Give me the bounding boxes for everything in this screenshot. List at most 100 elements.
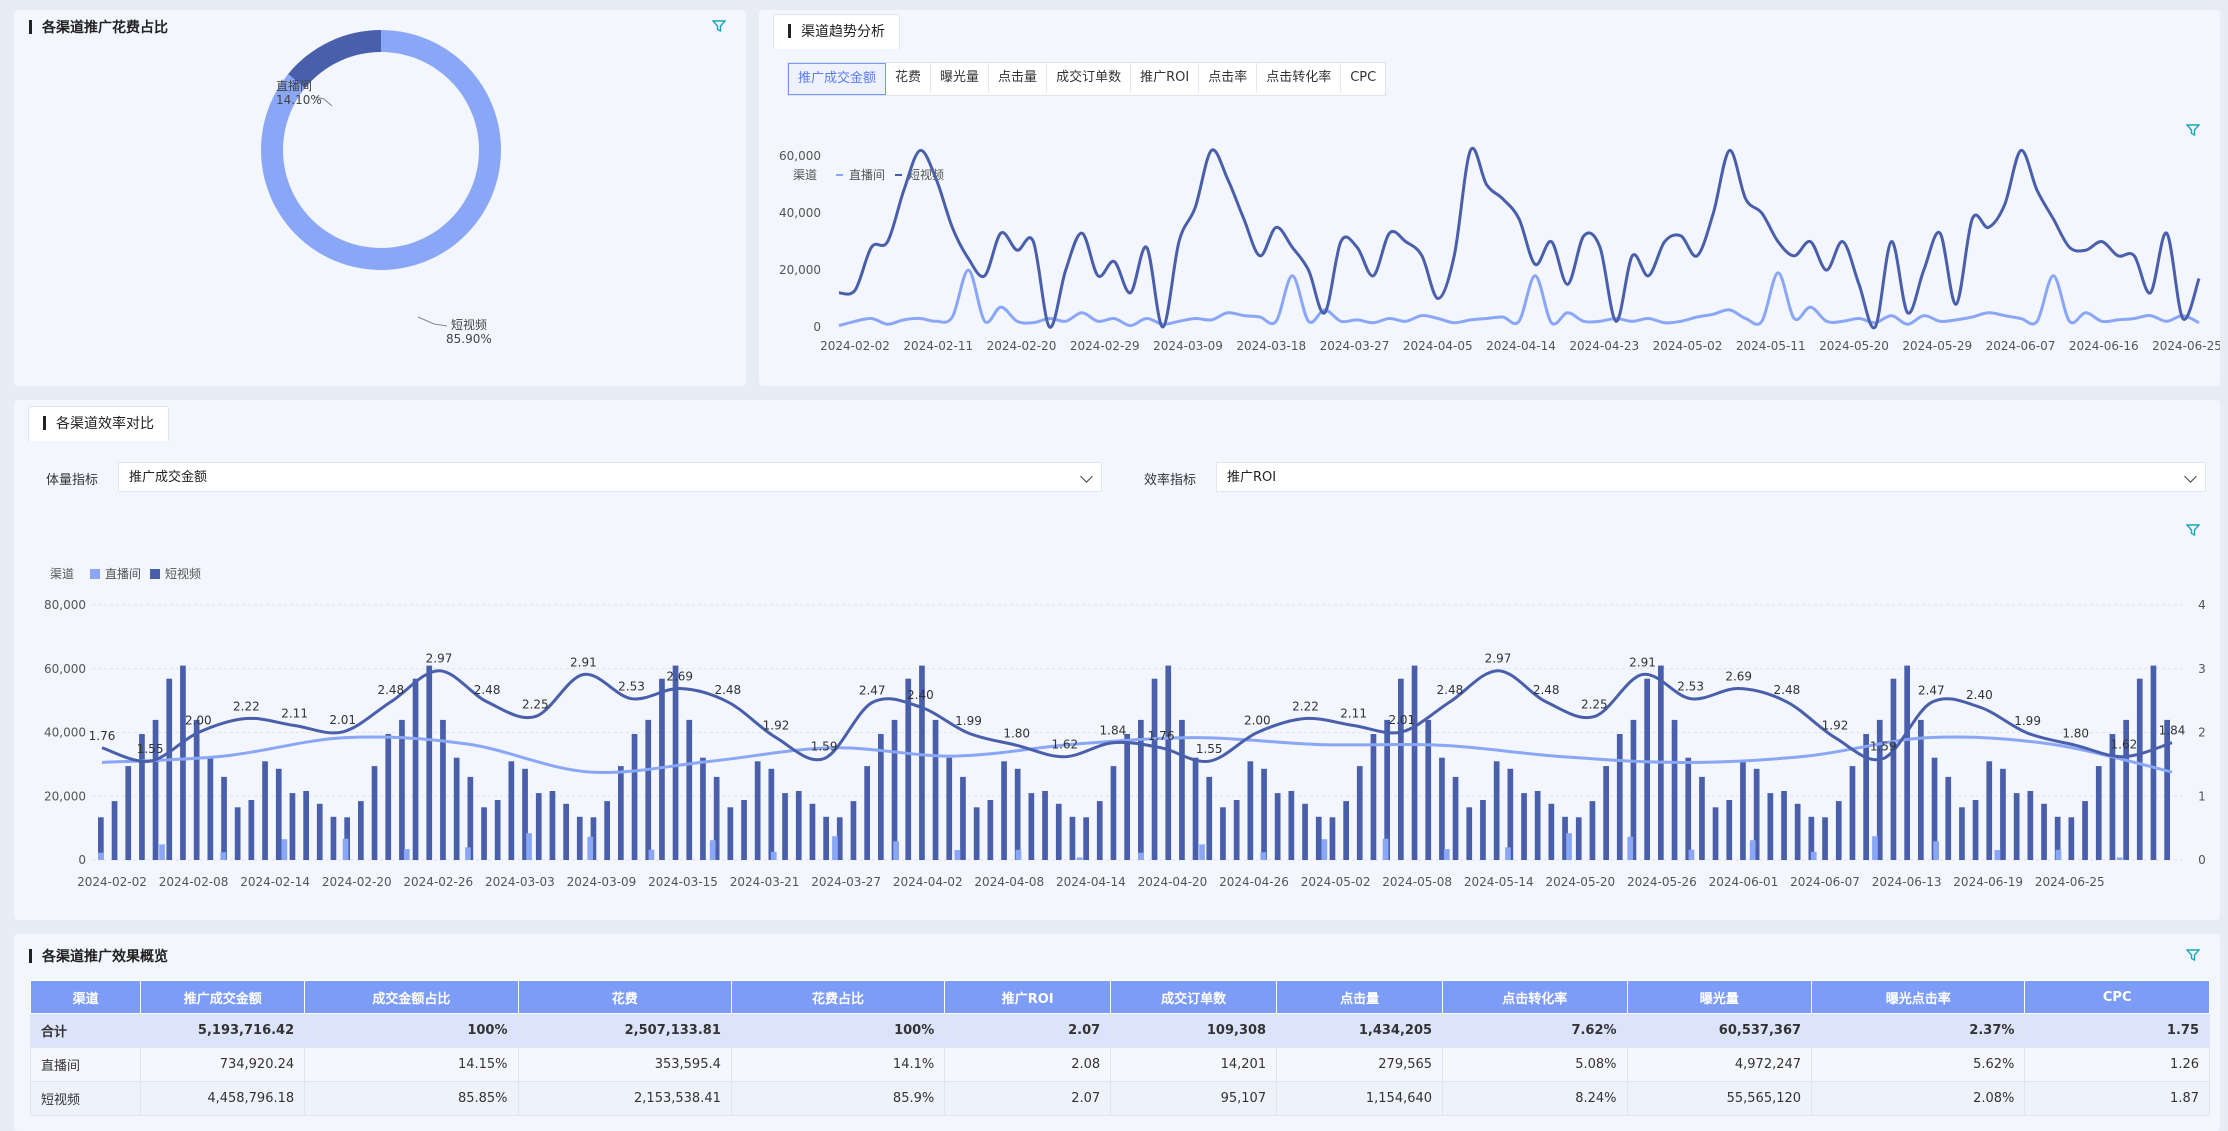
eff-bar-short[interactable] xyxy=(960,776,966,860)
eff-bar-short[interactable] xyxy=(1014,768,1021,860)
eff-bar-short[interactable] xyxy=(618,766,624,860)
table-header-cell[interactable]: 成交金额占比 xyxy=(304,980,519,1014)
eff-bar-short[interactable] xyxy=(1726,800,1733,860)
eff-bar-short[interactable] xyxy=(1521,793,1527,860)
eff-bar-short[interactable] xyxy=(1370,734,1377,860)
eff-bar-short[interactable] xyxy=(754,761,761,860)
eff-bar-short[interactable] xyxy=(2041,803,2047,860)
eff-bar-short[interactable] xyxy=(248,800,255,860)
eff-bar-live[interactable] xyxy=(1749,840,1756,860)
eff-bar-short[interactable] xyxy=(330,816,337,860)
eff-bar-short[interactable] xyxy=(2027,791,2034,860)
eff-bar-short[interactable] xyxy=(2013,793,2020,860)
eff-bar-short[interactable] xyxy=(2150,665,2157,860)
eff-bar-live[interactable] xyxy=(1688,849,1695,860)
eff-bar-short[interactable] xyxy=(1616,734,1623,860)
eff-bar-short[interactable] xyxy=(1904,665,1910,860)
eff-bar-short[interactable] xyxy=(2109,734,2116,860)
eff-bar-short[interactable] xyxy=(1562,816,1568,860)
eff-bar-short[interactable] xyxy=(2164,719,2170,860)
eff-bar-short[interactable] xyxy=(1302,803,1308,860)
eff-bar-live[interactable] xyxy=(1443,849,1450,860)
eff-bar-short[interactable] xyxy=(576,816,583,860)
eff-bar-short[interactable] xyxy=(275,768,282,860)
eff-bar-short[interactable] xyxy=(1548,803,1555,860)
eff-bar-short[interactable] xyxy=(426,665,433,860)
trend-tab[interactable]: 点击量 xyxy=(989,63,1048,93)
eff-bar-live[interactable] xyxy=(954,850,961,860)
eff-bar-short[interactable] xyxy=(604,801,610,860)
table-header-cell[interactable]: 点击转化率 xyxy=(1442,980,1628,1014)
eff-bar-short[interactable] xyxy=(1192,757,1199,860)
eff-bar-short[interactable] xyxy=(1630,719,1637,860)
eff-bar-short[interactable] xyxy=(1863,734,1869,860)
eff-bar-short[interactable] xyxy=(659,678,665,860)
table-header-cell[interactable]: 推广ROI xyxy=(944,980,1112,1014)
eff-bar-live[interactable] xyxy=(587,836,594,860)
pie-slice-live[interactable] xyxy=(288,30,381,89)
eff-bar-live[interactable] xyxy=(2116,857,2123,860)
eff-bar-short[interactable] xyxy=(1918,719,1924,860)
eff-bar-live[interactable] xyxy=(403,849,410,860)
eff-bar-live[interactable] xyxy=(709,840,716,860)
eff-bar-live[interactable] xyxy=(281,839,288,860)
eff-bar-short[interactable] xyxy=(316,803,323,860)
eff-bar-short[interactable] xyxy=(2123,719,2129,860)
eff-bar-short[interactable] xyxy=(631,734,638,860)
eff-bar-short[interactable] xyxy=(919,665,925,860)
eff-bar-short[interactable] xyxy=(2068,817,2075,860)
eff-bar-short[interactable] xyxy=(1712,807,1719,860)
eff-bar-short[interactable] xyxy=(782,793,788,860)
eff-bar-short[interactable] xyxy=(1972,800,1979,860)
eff-bar-short[interactable] xyxy=(221,776,227,860)
eff-bar-short[interactable] xyxy=(1398,678,1404,860)
trend-tab[interactable]: 点击率 xyxy=(1199,63,1258,93)
eff-bar-short[interactable] xyxy=(1740,761,1746,860)
eff-bar-live[interactable] xyxy=(1994,850,2001,860)
eff-bar-short[interactable] xyxy=(2054,816,2061,860)
eff-bar-short[interactable] xyxy=(1274,793,1281,860)
trend-tab[interactable]: 点击转化率 xyxy=(1257,63,1342,93)
eff-bar-short[interactable] xyxy=(1343,801,1349,860)
eff-bar-live[interactable] xyxy=(465,847,471,860)
eff-bar-short[interactable] xyxy=(1439,757,1445,860)
eff-bar-short[interactable] xyxy=(686,719,693,860)
eff-bar-short[interactable] xyxy=(1096,801,1103,860)
eff-bar-live[interactable] xyxy=(1138,852,1144,860)
eff-bar-live[interactable] xyxy=(526,833,532,860)
eff-bar-live[interactable] xyxy=(1382,838,1389,860)
eff-bar-short[interactable] xyxy=(1480,800,1486,860)
eff-bar-short[interactable] xyxy=(1466,807,1473,860)
eff-bar-short[interactable] xyxy=(1124,734,1130,860)
table-header-cell[interactable]: 曝光量 xyxy=(1626,980,1813,1014)
eff-bar-short[interactable] xyxy=(727,807,734,860)
eff-bar-short[interactable] xyxy=(1685,757,1692,860)
eff-bar-live[interactable] xyxy=(1260,852,1267,860)
eff-bar-live[interactable] xyxy=(1872,836,1878,860)
eff-bar-live[interactable] xyxy=(159,844,165,860)
table-header-cell[interactable]: 点击量 xyxy=(1276,980,1444,1014)
eff-bar-short[interactable] xyxy=(836,817,843,860)
eff-bar-short[interactable] xyxy=(1028,793,1035,860)
eff-bar-short[interactable] xyxy=(1822,817,1828,860)
efficiency-metric-select[interactable]: 推广ROI xyxy=(1216,462,2206,492)
eff-bar-short[interactable] xyxy=(1165,665,1172,860)
eff-bar-short[interactable] xyxy=(768,768,775,860)
eff-bar-short[interactable] xyxy=(1220,807,1226,860)
eff-bar-short[interactable] xyxy=(180,665,186,860)
eff-bar-short[interactable] xyxy=(262,761,268,860)
eff-bar-live[interactable] xyxy=(342,838,349,860)
table-header-cell[interactable]: 花费占比 xyxy=(730,980,946,1014)
eff-bar-short[interactable] xyxy=(111,801,118,860)
eff-bar-short[interactable] xyxy=(795,791,802,860)
eff-bar-short[interactable] xyxy=(1138,719,1144,860)
eff-bar-short[interactable] xyxy=(1931,757,1938,860)
eff-bar-live[interactable] xyxy=(220,852,227,860)
eff-bar-live[interactable] xyxy=(1321,839,1328,860)
eff-bar-short[interactable] xyxy=(590,817,597,860)
eff-bar-short[interactable] xyxy=(1507,768,1514,860)
eff-bar-short[interactable] xyxy=(522,768,528,860)
filter-icon[interactable] xyxy=(2186,948,2200,962)
eff-bar-short[interactable] xyxy=(1945,776,1952,860)
eff-bar-short[interactable] xyxy=(1315,816,1322,860)
